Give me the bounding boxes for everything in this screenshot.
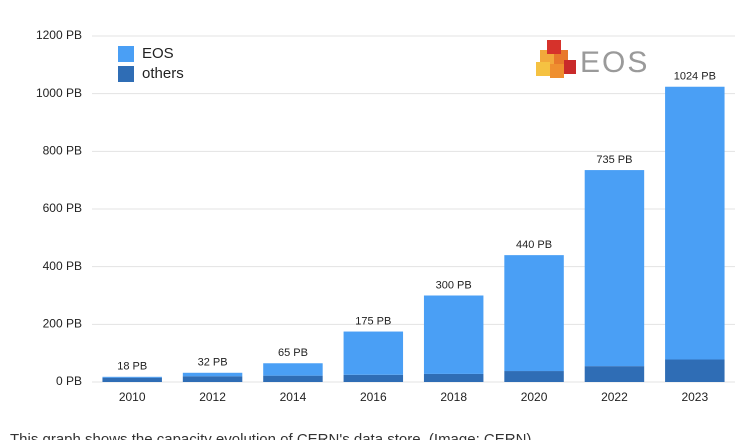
bar-segment xyxy=(102,376,162,378)
caption: This graph shows the capacity evolution … xyxy=(10,431,531,440)
y-tick-label: 800 PB xyxy=(43,144,82,158)
bar-segment xyxy=(182,372,243,377)
x-tick-label: 2012 xyxy=(199,390,226,404)
y-tick-label: 0 PB xyxy=(56,374,82,388)
x-tick-label: 2010 xyxy=(119,390,146,404)
legend-swatch xyxy=(118,46,134,62)
bar-segment xyxy=(665,359,725,382)
logo-text: EOS xyxy=(580,46,649,79)
bar-segment xyxy=(665,86,725,360)
value-label: 32 PB xyxy=(198,357,228,369)
value-label: 300 PB xyxy=(436,279,472,291)
bar-segment xyxy=(102,377,162,382)
x-tick-label: 2014 xyxy=(280,390,307,404)
legend-label: EOS xyxy=(142,45,174,62)
x-tick-label: 2020 xyxy=(521,390,548,404)
x-tick-label: 2023 xyxy=(681,390,708,404)
legend-label: others xyxy=(142,65,184,82)
bar-segment xyxy=(423,373,484,382)
y-tick-label: 400 PB xyxy=(43,259,82,273)
bar-segment xyxy=(584,170,645,367)
y-tick-label: 600 PB xyxy=(43,201,82,215)
bar-segment xyxy=(504,371,564,382)
value-label: 65 PB xyxy=(278,347,308,359)
bar-segment xyxy=(263,363,323,376)
x-tick-label: 2016 xyxy=(360,390,387,404)
y-tick-label: 200 PB xyxy=(43,317,82,331)
bar-segment xyxy=(343,331,404,375)
logo-icon xyxy=(536,40,576,78)
legend-swatch xyxy=(118,66,134,82)
y-tick-label: 1200 PB xyxy=(36,28,82,42)
bar-segment xyxy=(343,374,404,382)
bar-segment xyxy=(423,295,484,374)
bar-segment xyxy=(263,375,323,382)
bar-segment xyxy=(182,376,243,382)
value-label: 18 PB xyxy=(117,361,147,373)
value-label: 440 PB xyxy=(516,239,552,251)
value-label: 175 PB xyxy=(355,315,391,327)
x-tick-label: 2022 xyxy=(601,390,628,404)
y-tick-label: 1000 PB xyxy=(36,86,82,100)
bar-segment xyxy=(584,366,645,382)
bar-segment xyxy=(504,255,564,372)
x-tick-label: 2018 xyxy=(440,390,467,404)
value-label: 1024 PB xyxy=(674,71,716,83)
value-label: 735 PB xyxy=(596,154,632,166)
